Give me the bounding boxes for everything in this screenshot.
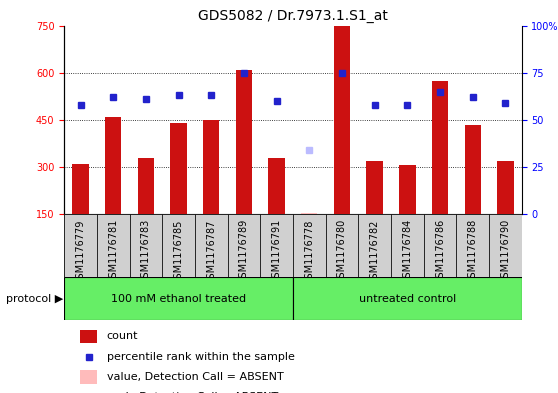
- Text: rank, Detection Call = ABSENT: rank, Detection Call = ABSENT: [107, 392, 278, 393]
- Text: GSM1176782: GSM1176782: [369, 219, 379, 285]
- Bar: [73, 164, 89, 214]
- Bar: [497, 161, 513, 214]
- Text: GSM1176780: GSM1176780: [337, 219, 347, 285]
- Text: GSM1176781: GSM1176781: [108, 219, 118, 285]
- Bar: [195, 214, 228, 277]
- Text: GSM1176784: GSM1176784: [402, 219, 412, 285]
- Bar: [424, 214, 456, 277]
- Bar: [228, 214, 260, 277]
- Text: GSM1176789: GSM1176789: [239, 219, 249, 285]
- Text: GSM1176783: GSM1176783: [141, 219, 151, 285]
- Bar: [129, 214, 162, 277]
- Text: percentile rank within the sample: percentile rank within the sample: [107, 352, 295, 362]
- Text: GSM1176787: GSM1176787: [206, 219, 217, 285]
- Bar: [64, 214, 97, 277]
- Bar: [358, 214, 391, 277]
- Bar: [138, 158, 154, 214]
- Bar: [399, 165, 416, 214]
- Bar: [367, 161, 383, 214]
- Text: GSM1176779: GSM1176779: [75, 219, 85, 285]
- Text: GSM1176786: GSM1176786: [435, 219, 445, 285]
- Bar: [432, 81, 448, 214]
- Bar: [105, 117, 121, 214]
- Text: untreated control: untreated control: [359, 294, 456, 304]
- Bar: [456, 214, 489, 277]
- Text: GSM1176778: GSM1176778: [304, 219, 314, 285]
- Bar: [162, 214, 195, 277]
- Text: GSM1176785: GSM1176785: [174, 219, 184, 285]
- Bar: [80, 371, 97, 384]
- Bar: [64, 277, 293, 320]
- Bar: [391, 214, 424, 277]
- Text: value, Detection Call = ABSENT: value, Detection Call = ABSENT: [107, 372, 283, 382]
- Bar: [489, 214, 522, 277]
- Text: 100 mM ethanol treated: 100 mM ethanol treated: [111, 294, 246, 304]
- Bar: [326, 214, 358, 277]
- Bar: [170, 123, 187, 214]
- Bar: [260, 214, 293, 277]
- Bar: [268, 158, 285, 214]
- Bar: [464, 125, 481, 214]
- Text: GSM1176788: GSM1176788: [468, 219, 478, 285]
- Text: GSM1176790: GSM1176790: [501, 219, 511, 285]
- Text: count: count: [107, 331, 138, 341]
- Text: protocol ▶: protocol ▶: [7, 294, 64, 304]
- Bar: [235, 70, 252, 214]
- Bar: [301, 213, 318, 214]
- Bar: [334, 26, 350, 214]
- Bar: [293, 214, 326, 277]
- Bar: [203, 120, 219, 214]
- Bar: [97, 214, 129, 277]
- Bar: [80, 330, 97, 343]
- Bar: [293, 277, 522, 320]
- Title: GDS5082 / Dr.7973.1.S1_at: GDS5082 / Dr.7973.1.S1_at: [198, 9, 388, 23]
- Text: GSM1176791: GSM1176791: [272, 219, 282, 285]
